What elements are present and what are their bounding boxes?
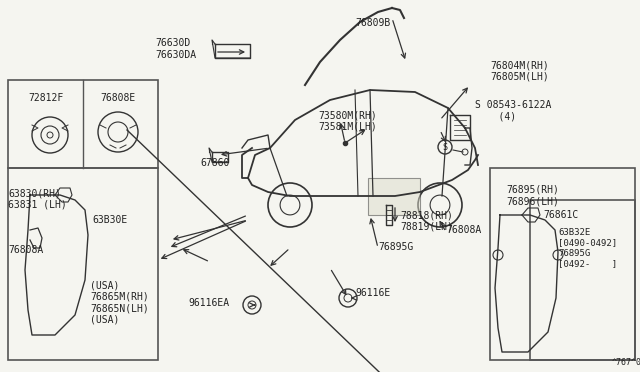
Text: 63830(RH)
63831 (LH): 63830(RH) 63831 (LH) [8,188,67,209]
Polygon shape [368,178,420,215]
Text: 63B30E: 63B30E [92,215,127,225]
Text: (USA)
76865M(RH)
76865N(LH)
(USA): (USA) 76865M(RH) 76865N(LH) (USA) [90,280,148,325]
Text: 76895(RH)
76896(LH): 76895(RH) 76896(LH) [506,185,559,206]
Text: 76861C: 76861C [543,210,579,220]
Bar [490,168,635,360]
Text: 78818(RH)
78819(LH): 78818(RH) 78819(LH) [400,210,453,232]
Text: ^767^0.9: ^767^0.9 [612,358,640,367]
Text: 76808A: 76808A [446,225,481,235]
Text: 96116E: 96116E [355,288,390,298]
Text: S: S [442,143,447,152]
Text: 63B32E
[0490-0492]
76895G
[0492-    ]: 63B32E [0490-0492] 76895G [0492- ] [558,228,617,268]
Text: 76809B: 76809B [355,18,390,28]
Bar [8,80,158,168]
Text: 72812F: 72812F [28,93,63,103]
Text: 76895G: 76895G [378,242,413,252]
Text: 73580M(RH)
73581M(LH): 73580M(RH) 73581M(LH) [318,110,377,132]
Text: 76630D
76630DA: 76630D 76630DA [155,38,196,60]
Text: 76808A: 76808A [8,245,44,255]
Bar [530,200,635,360]
Text: 76804M(RH)
76805M(LH): 76804M(RH) 76805M(LH) [490,60,548,81]
Text: 67860: 67860 [200,158,229,168]
Text: 96116EA: 96116EA [188,298,229,308]
Text: 76808E: 76808E [100,93,135,103]
Text: S 08543-6122A
    (4): S 08543-6122A (4) [475,100,552,122]
Bar [8,168,158,360]
